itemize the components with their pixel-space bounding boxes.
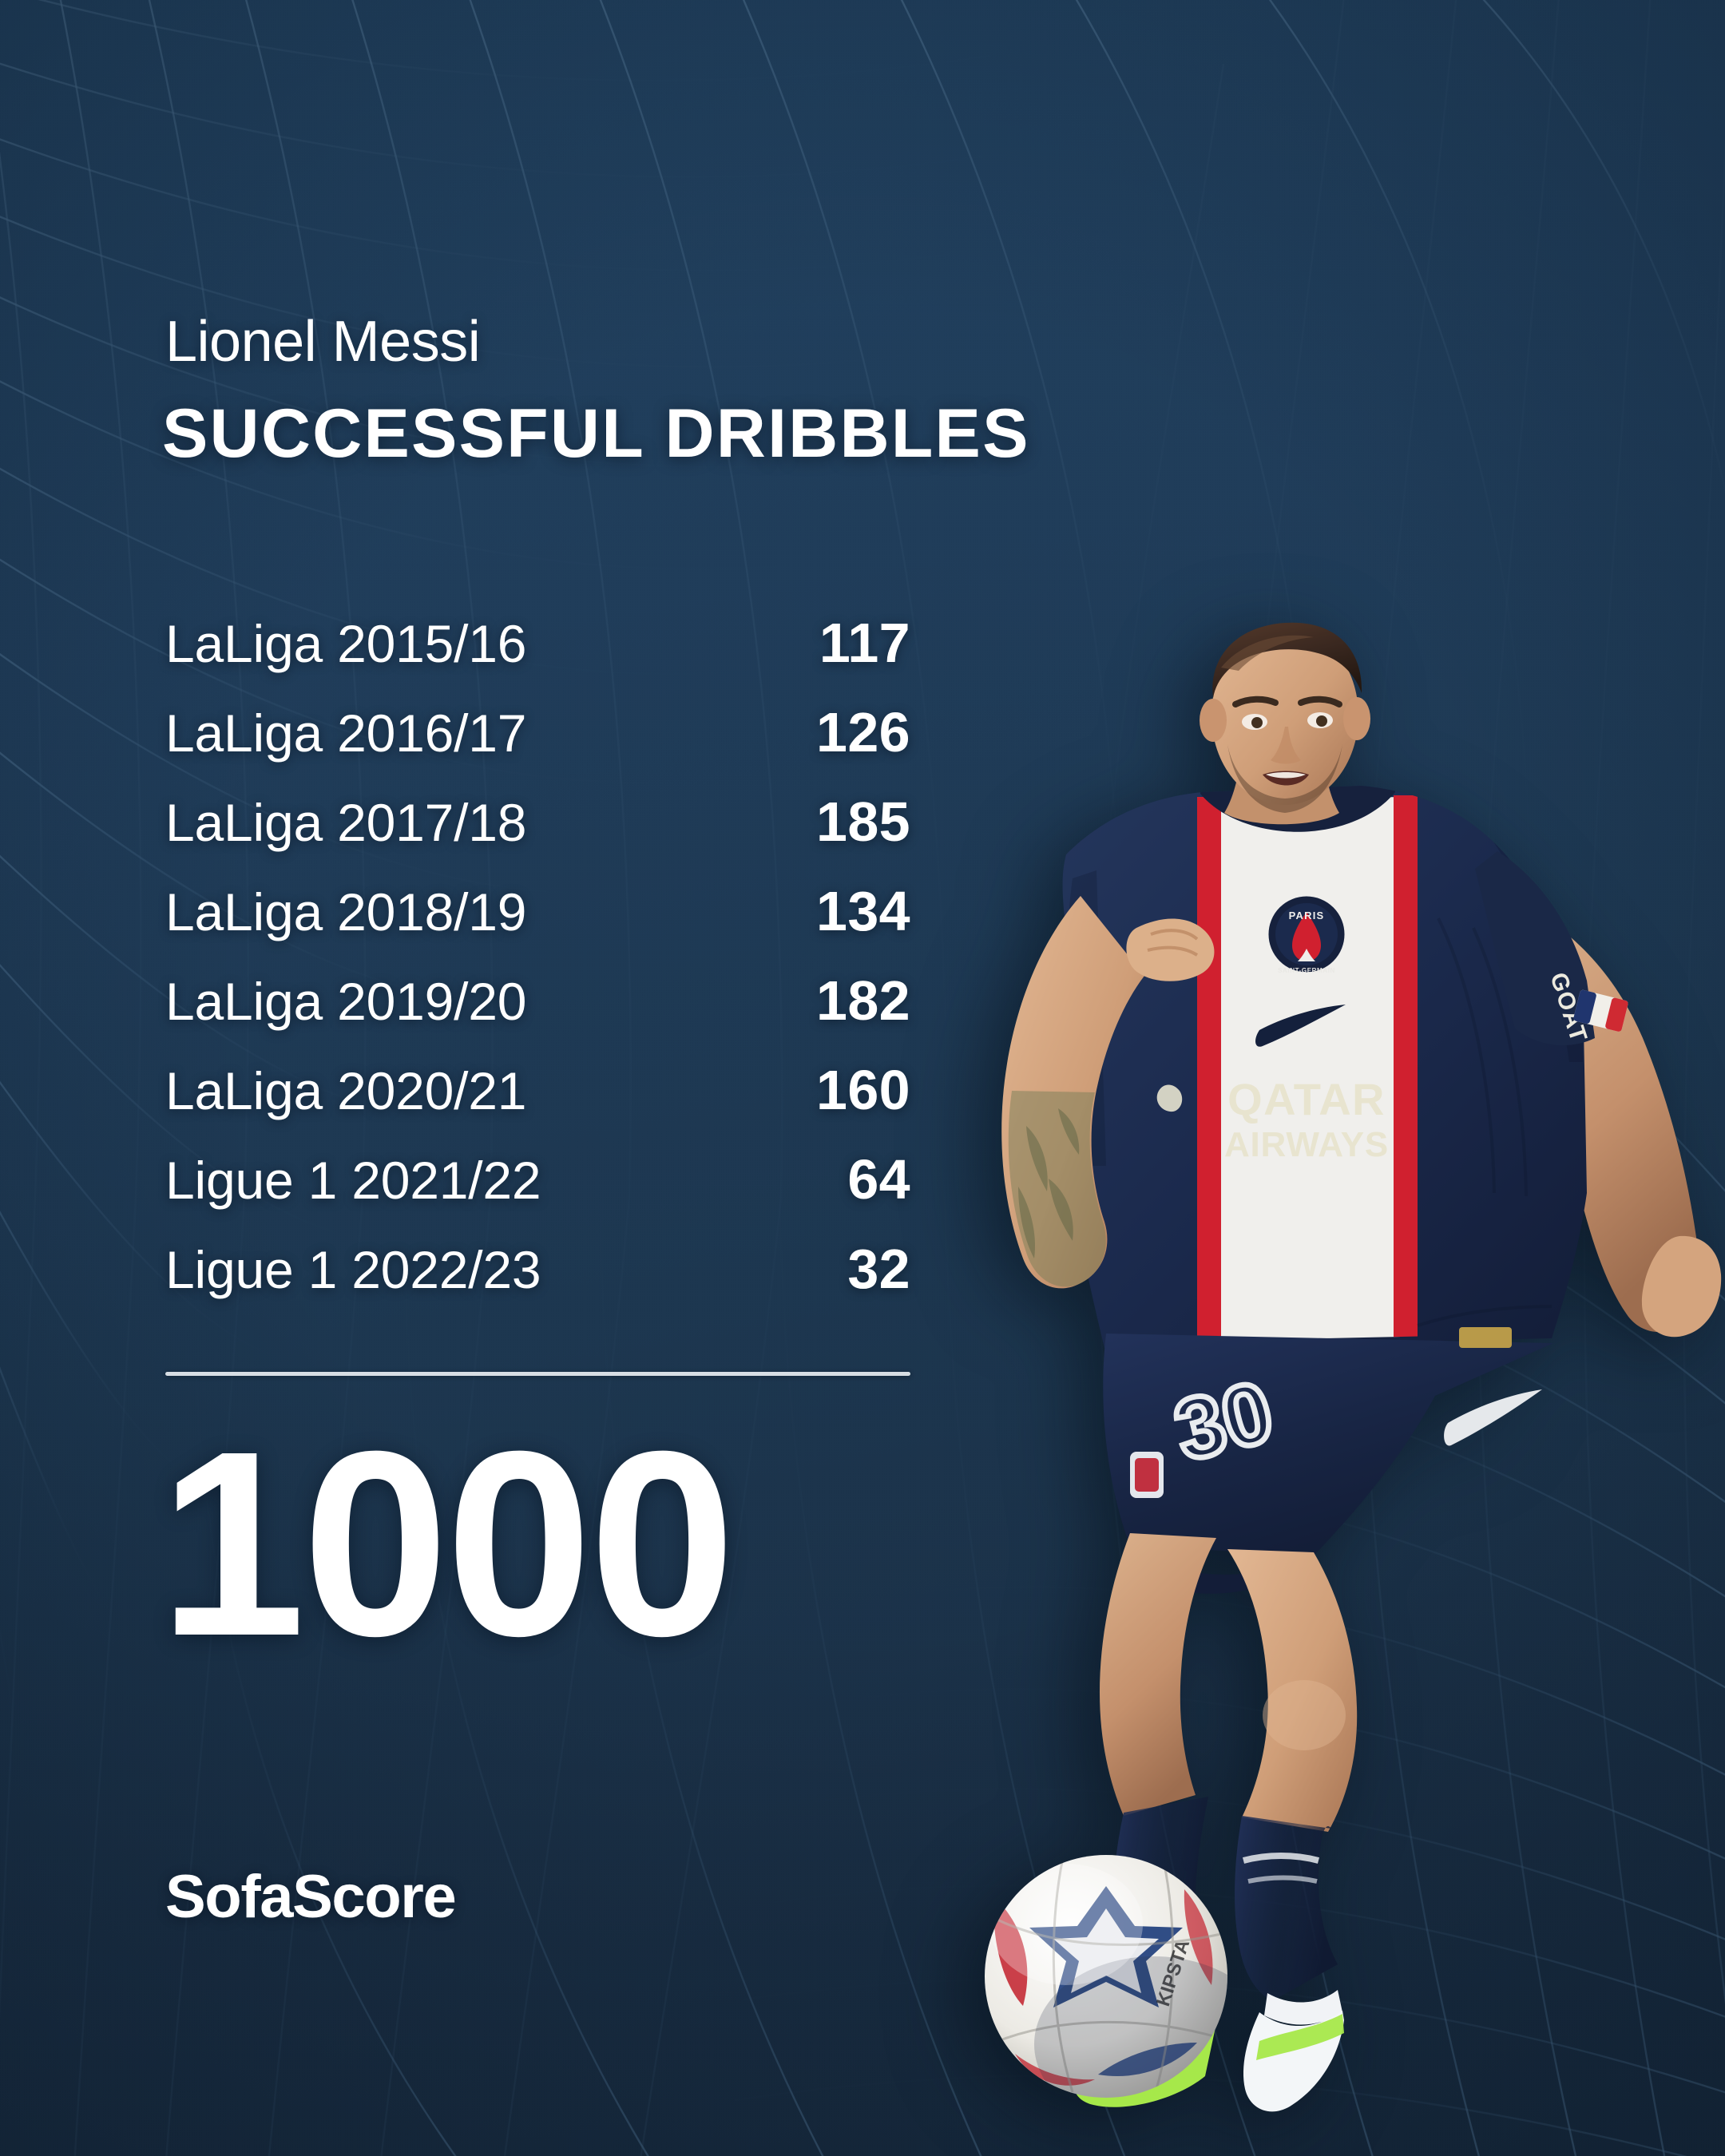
svg-text:PARIS: PARIS [1289,910,1325,921]
player-shorts [1103,1334,1553,1556]
player-photo-messi: PARIS SAINT-GERMAIN QATAR AIRWAYS GOAT [866,615,1725,2156]
stats-list: LaLiga 2015/16 117 LaLiga 2016/17 126 La… [165,615,910,1330]
shirt-red-stripe-right [1394,795,1418,1343]
table-row: LaLiga 2019/20 182 [165,973,910,1062]
stat-value: 182 [816,969,910,1032]
stat-label: LaLiga 2017/18 [165,793,527,852]
page-title: SUCCESSFUL DRIBBLES [162,395,1030,472]
table-row: LaLiga 2020/21 160 [165,1062,910,1151]
stat-label: LaLiga 2018/19 [165,882,527,941]
shorts-nike-swoosh-icon [1444,1389,1542,1446]
table-row: LaLiga 2015/16 117 [165,615,910,704]
player-knee [1263,1680,1346,1750]
stat-label: LaLiga 2019/20 [165,972,527,1031]
total-divider [165,1372,910,1376]
table-row: Ligue 1 2021/22 64 [165,1151,910,1241]
table-row: LaLiga 2018/19 134 [165,883,910,973]
stat-value: 134 [816,880,910,942]
stat-value: 160 [816,1059,910,1121]
player-ear-right [1343,697,1370,740]
svg-text:SAINT-GERMAIN: SAINT-GERMAIN [1278,967,1335,974]
player-left-hand [1126,918,1215,981]
stat-value: 126 [816,701,910,763]
sofascore-logo: SofaScore [165,1863,457,1931]
stat-label: Ligue 1 2021/22 [165,1151,541,1210]
table-row: Ligue 1 2022/23 32 [165,1241,910,1330]
player-back-leg [1100,1533,1216,1816]
total-value: 1000 [159,1396,736,1690]
table-row: LaLiga 2017/18 185 [165,794,910,883]
player-name-label: Lionel Messi [165,310,481,374]
shirt-red-stripe-left [1197,797,1221,1343]
stat-value: 117 [819,612,910,674]
stat-label: LaLiga 2016/17 [165,703,527,763]
player-sock-front [1235,1816,1338,2001]
stat-label: LaLiga 2015/16 [165,614,527,673]
stat-label: LaLiga 2020/21 [165,1061,527,1120]
table-row: LaLiga 2016/17 126 [165,704,910,794]
football-ball: KIPSTA [985,1855,1227,2098]
stat-value: 32 [847,1238,910,1300]
nike-woven-tag [1459,1327,1512,1348]
psg-crest-icon: PARIS SAINT-GERMAIN [1264,892,1349,977]
sponsor-text-airways: AIRWAYS [1224,1125,1389,1164]
stat-value: 185 [816,791,910,853]
player-ear-left [1200,699,1227,742]
stat-label: Ligue 1 2022/23 [165,1240,541,1299]
stat-value: 64 [847,1148,910,1211]
shorts-ligue1-badge-icon [1130,1452,1164,1498]
sponsor-text-qatar: QATAR [1227,1074,1386,1124]
player-illustration: PARIS SAINT-GERMAIN QATAR AIRWAYS GOAT [985,622,1722,2112]
content-column: Lionel Messi SUCCESSFUL DRIBBLES LaLiga … [159,0,1028,2156]
